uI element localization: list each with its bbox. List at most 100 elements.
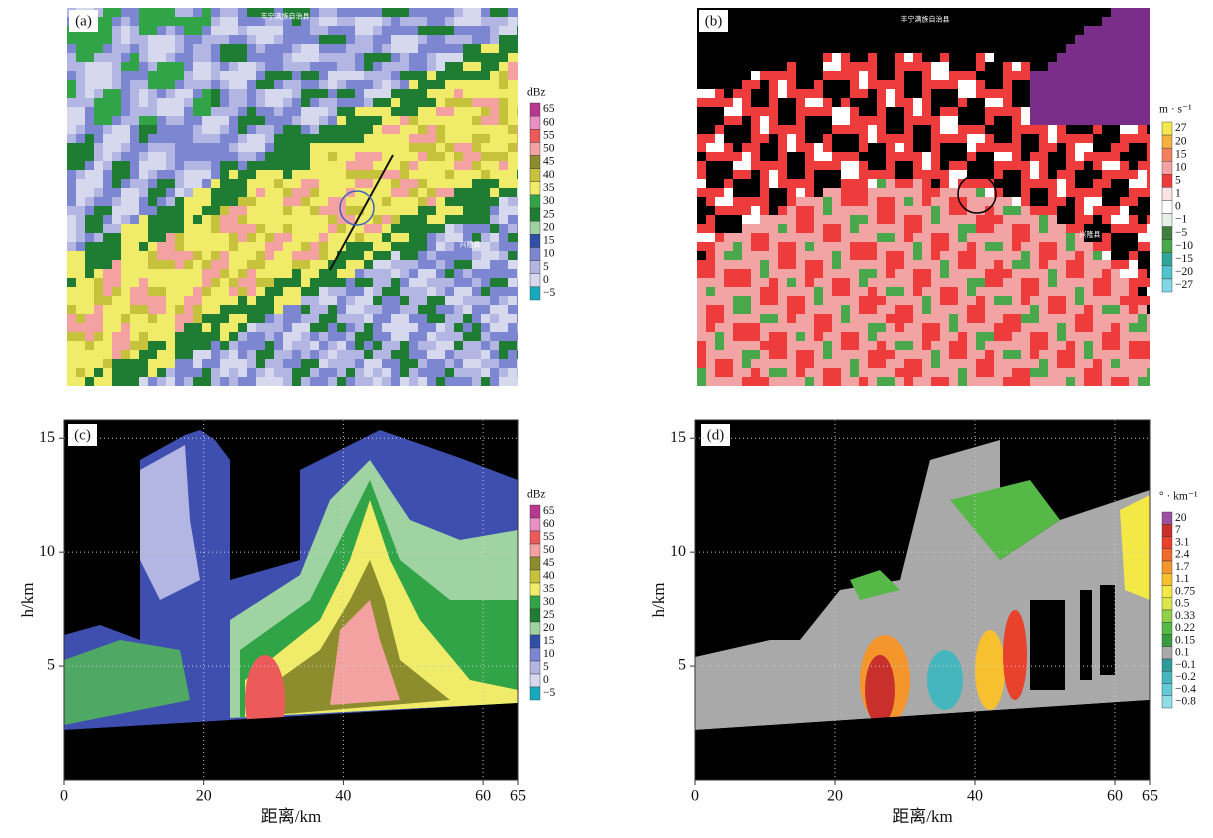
- radar-pixel: [1138, 350, 1147, 359]
- radar-pixel: [1057, 125, 1066, 134]
- radar-pixel: [175, 359, 184, 368]
- radar-pixel: [850, 233, 859, 242]
- y-axis-title: h/km: [649, 583, 668, 618]
- radar-pixel: [265, 260, 274, 269]
- colorbar-label: 30: [543, 596, 555, 608]
- radar-pixel: [706, 170, 715, 179]
- radar-pixel: [139, 251, 148, 260]
- radar-pixel: [220, 341, 229, 350]
- radar-pixel: [814, 323, 823, 332]
- radar-pixel: [148, 278, 157, 287]
- radar-pixel: [706, 89, 715, 98]
- radar-pixel: [436, 305, 445, 314]
- radar-pixel: [517, 278, 518, 287]
- radar-pixel: [994, 53, 1003, 62]
- radar-pixel: [877, 116, 886, 125]
- radar-pixel: [859, 143, 868, 152]
- radar-pixel: [220, 17, 229, 26]
- radar-pixel: [328, 17, 337, 26]
- radar-pixel: [427, 323, 436, 332]
- radar-pixel: [733, 62, 742, 71]
- radar-pixel: [256, 170, 265, 179]
- radar-pixel: [247, 125, 256, 134]
- radar-pixel: [157, 377, 166, 386]
- radar-pixel: [823, 62, 832, 71]
- radar-pixel: [454, 215, 463, 224]
- radar-pixel: [211, 134, 220, 143]
- radar-pixel: [490, 71, 499, 80]
- radar-pixel: [463, 314, 472, 323]
- radar-pixel: [796, 242, 805, 251]
- colorbar-swatch: [529, 273, 541, 288]
- radar-pixel: [481, 188, 490, 197]
- radar-pixel: [868, 161, 877, 170]
- radar-pixel: [1003, 359, 1012, 368]
- radar-pixel: [976, 269, 985, 278]
- radar-pixel: [1084, 17, 1093, 26]
- radar-pixel: [841, 206, 850, 215]
- radar-pixel: [409, 305, 418, 314]
- radar-pixel: [337, 188, 346, 197]
- radar-pixel: [274, 251, 283, 260]
- radar-pixel: [877, 206, 886, 215]
- radar-pixel: [1102, 62, 1111, 71]
- radar-pixel: [1003, 152, 1012, 161]
- radar-pixel: [931, 197, 940, 206]
- radar-pixel: [895, 251, 904, 260]
- radar-pixel: [733, 278, 742, 287]
- radar-pixel: [85, 368, 94, 377]
- radar-pixel: [508, 89, 517, 98]
- radar-pixel: [283, 161, 292, 170]
- colorbar-swatch: [1161, 174, 1173, 188]
- radar-pixel: [238, 98, 247, 107]
- radar-pixel: [229, 269, 238, 278]
- radar-pixel: [229, 215, 238, 224]
- radar-pixel: [697, 116, 706, 125]
- radar-pixel: [247, 359, 256, 368]
- radar-pixel: [211, 197, 220, 206]
- radar-pixel: [1057, 197, 1066, 206]
- radar-pixel: [265, 323, 274, 332]
- colorbar-swatch: [1161, 121, 1173, 136]
- radar-pixel: [1057, 116, 1066, 125]
- radar-pixel: [850, 350, 859, 359]
- radar-pixel: [796, 71, 805, 80]
- radar-pixel: [166, 152, 175, 161]
- radar-pixel: [850, 35, 859, 44]
- radar-pixel: [508, 350, 517, 359]
- radar-pixel: [994, 296, 1003, 305]
- radar-pixel: [346, 269, 355, 278]
- radar-pixel: [292, 251, 301, 260]
- radar-pixel: [859, 116, 868, 125]
- radar-pixel: [409, 278, 418, 287]
- radar-pixel: [1111, 269, 1120, 278]
- radar-pixel: [229, 323, 238, 332]
- radar-pixel: [166, 278, 175, 287]
- radar-pixel: [175, 98, 184, 107]
- radar-pixel: [832, 53, 841, 62]
- colorbar-swatch: [1161, 536, 1173, 549]
- radar-pixel: [751, 269, 760, 278]
- radar-pixel: [427, 269, 436, 278]
- radar-pixel: [859, 197, 868, 206]
- radar-pixel: [1012, 107, 1021, 116]
- radar-pixel: [922, 71, 931, 80]
- radar-pixel: [886, 206, 895, 215]
- radar-pixel: [346, 287, 355, 296]
- radar-pixel: [868, 224, 877, 233]
- radar-pixel: [913, 323, 922, 332]
- radar-pixel: [184, 206, 193, 215]
- radar-pixel: [1003, 197, 1012, 206]
- radar-pixel: [1012, 341, 1021, 350]
- radar-pixel: [454, 296, 463, 305]
- radar-pixel: [796, 251, 805, 260]
- radar-pixel: [391, 116, 400, 125]
- radar-pixel: [499, 377, 508, 386]
- radar-pixel: [292, 278, 301, 287]
- radar-pixel: [175, 332, 184, 341]
- radar-pixel: [337, 260, 346, 269]
- radar-pixel: [256, 305, 265, 314]
- radar-pixel: [373, 332, 382, 341]
- radar-pixel: [418, 233, 427, 242]
- radar-pixel: [967, 287, 976, 296]
